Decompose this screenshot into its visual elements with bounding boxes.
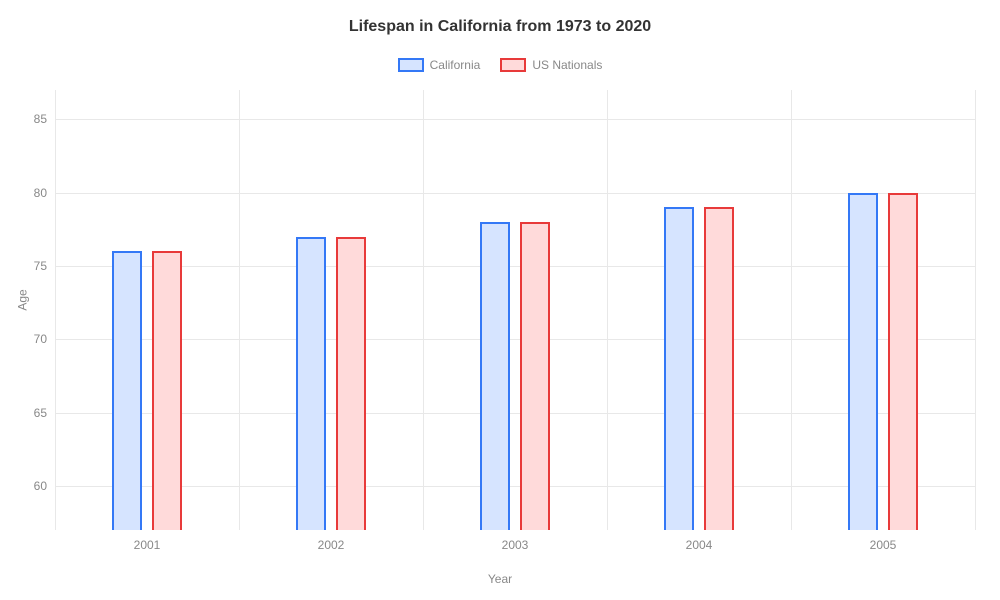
x-tick-label: 2001 (134, 538, 161, 552)
gridline-horizontal (55, 119, 975, 120)
legend-label: US Nationals (532, 58, 602, 72)
legend-swatch (398, 58, 424, 72)
y-tick-label: 85 (34, 112, 47, 126)
bar (664, 207, 694, 530)
gridline-horizontal (55, 266, 975, 267)
x-tick-label: 2004 (686, 538, 713, 552)
y-tick-label: 65 (34, 406, 47, 420)
legend-label: California (430, 58, 481, 72)
plot-area: 60657075808520012002200320042005 (55, 90, 975, 530)
x-tick-label: 2002 (318, 538, 345, 552)
bar (152, 251, 182, 530)
legend-swatch (500, 58, 526, 72)
x-tick-label: 2003 (502, 538, 529, 552)
bar (888, 193, 918, 530)
x-axis-label: Year (0, 572, 1000, 586)
legend-item: California (398, 58, 481, 72)
legend: California US Nationals (0, 58, 1000, 72)
gridline-vertical (239, 90, 240, 530)
gridline-horizontal (55, 193, 975, 194)
y-tick-label: 75 (34, 259, 47, 273)
y-axis-label: Age (16, 289, 30, 310)
chart-title: Lifespan in California from 1973 to 2020 (0, 18, 1000, 36)
gridline-vertical (55, 90, 56, 530)
bar (480, 222, 510, 530)
bar (848, 193, 878, 530)
gridline-vertical (423, 90, 424, 530)
bar (520, 222, 550, 530)
gridline-vertical (791, 90, 792, 530)
bar (704, 207, 734, 530)
legend-item: US Nationals (500, 58, 602, 72)
gridline-horizontal (55, 339, 975, 340)
y-tick-label: 70 (34, 332, 47, 346)
bar (336, 237, 366, 530)
gridline-vertical (975, 90, 976, 530)
gridline-horizontal (55, 486, 975, 487)
x-tick-label: 2005 (870, 538, 897, 552)
y-tick-label: 60 (34, 479, 47, 493)
gridline-horizontal (55, 413, 975, 414)
gridline-vertical (607, 90, 608, 530)
chart-container: Lifespan in California from 1973 to 2020… (0, 0, 1000, 600)
bar (112, 251, 142, 530)
y-tick-label: 80 (34, 186, 47, 200)
bar (296, 237, 326, 530)
